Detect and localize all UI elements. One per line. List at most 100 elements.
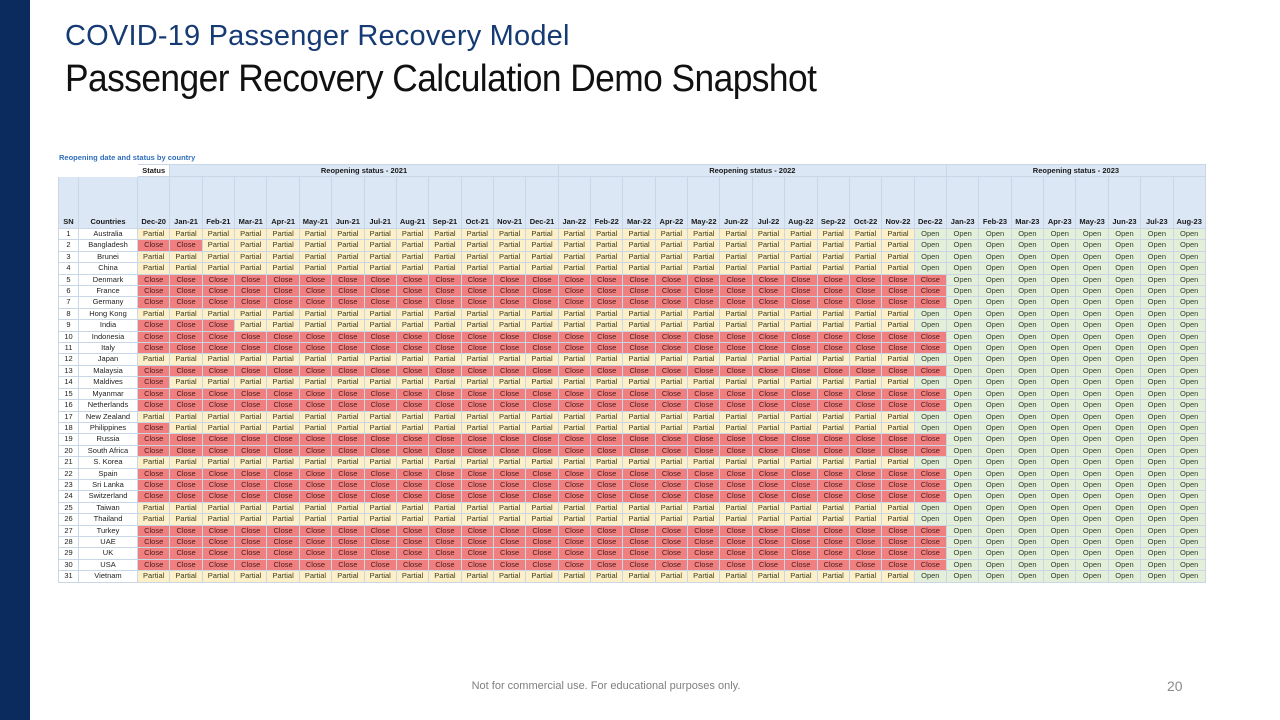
status-cell: Open	[1172, 421, 1206, 435]
status-cell: Open	[913, 353, 947, 366]
status-cell: Close	[395, 364, 430, 378]
status-cell: Open	[1075, 421, 1109, 435]
status-cell: Partial	[201, 376, 236, 389]
status-cell: Partial	[298, 376, 333, 389]
status-cell: Close	[201, 273, 236, 287]
status-cell: Close	[751, 285, 786, 298]
status-cell: Close	[266, 399, 300, 412]
status-cell: Close	[525, 273, 559, 287]
status-cell: Partial	[201, 570, 236, 583]
status-cell: Close	[395, 273, 430, 287]
status-cell: Partial	[848, 319, 883, 332]
status-cell: Partial	[848, 421, 883, 435]
status-cell: Close	[751, 467, 786, 480]
footer-disclaimer: Not for commercial use. For educational …	[471, 680, 741, 692]
table-row: 8 Hong Kong Partial Partial Partial Partial Pa…	[58, 307, 1206, 321]
status-cell: Partial	[201, 456, 236, 469]
status-cell: Close	[460, 330, 494, 344]
status-cell: Partial	[136, 250, 171, 264]
status-cell: Close	[784, 535, 818, 549]
status-cell: Partial	[719, 239, 753, 252]
status-cell: Open	[945, 478, 980, 492]
status-cell: Close	[816, 547, 850, 560]
status-cell: Partial	[169, 376, 203, 389]
status-cell: Close	[492, 444, 527, 458]
status-cell: Close	[751, 399, 786, 412]
table-row: 17 New Zealand Partial Partial Partial Partia…	[58, 410, 1206, 423]
status-cell: Close	[492, 285, 527, 298]
status-cell: Partial	[751, 410, 786, 423]
status-cell: Close	[298, 490, 333, 503]
month-header: Jul-21	[363, 176, 397, 229]
status-cell: Close	[687, 433, 721, 446]
status-cell: Partial	[428, 501, 462, 515]
group-header-row: Status Reopening status - 2021 Reopening …	[58, 164, 1206, 177]
status-cell: Open	[1172, 535, 1206, 549]
month-header: Feb-23	[978, 176, 1012, 229]
status-cell: Open	[1010, 535, 1045, 549]
status-cell: Close	[881, 342, 915, 355]
status-cell: Partial	[557, 410, 592, 423]
status-cell: Close	[751, 444, 786, 458]
status-cell: Close	[848, 524, 883, 537]
status-cell: Partial	[492, 570, 527, 583]
status-cell: Close	[331, 467, 365, 480]
status-cell: Open	[1107, 444, 1142, 458]
status-cell: Close	[395, 478, 430, 492]
country-name: Philippines	[78, 421, 138, 435]
status-cell: Open	[978, 433, 1012, 446]
status-cell: Close	[136, 330, 171, 344]
status-cell: Partial	[590, 307, 624, 321]
status-cell: Close	[913, 535, 947, 549]
status-cell: Close	[234, 273, 268, 287]
table-row: 31 Vietnam Partial Partial Partial Partial Par…	[58, 570, 1206, 583]
status-cell: Close	[622, 535, 656, 549]
status-cell: Partial	[784, 250, 818, 264]
status-cell: Close	[719, 273, 753, 287]
country-name: Spain	[78, 467, 138, 480]
status-cell: Open	[945, 353, 980, 366]
status-cell: Close	[331, 399, 365, 412]
table-row: 19 Russia Close Close Close Close Close Close Cl…	[58, 433, 1206, 446]
status-cell: Open	[1043, 547, 1077, 560]
status-cell: Close	[298, 535, 333, 549]
status-cell: Open	[978, 285, 1012, 298]
status-cell: Partial	[816, 421, 850, 435]
month-header: Oct-21	[460, 176, 494, 229]
status-cell: Open	[1172, 558, 1206, 572]
status-cell: Close	[557, 387, 592, 401]
status-cell: Open	[1010, 387, 1045, 401]
status-cell: Partial	[298, 239, 333, 252]
status-cell: Partial	[169, 353, 203, 366]
status-cell: Open	[1043, 285, 1077, 298]
status-cell: Close	[784, 342, 818, 355]
status-cell: Open	[945, 262, 980, 275]
status-cell: Partial	[492, 421, 527, 435]
status-cell: Close	[266, 387, 300, 401]
month-header: Apr-21	[266, 176, 300, 229]
status-cell: Partial	[622, 570, 656, 583]
status-cell: Partial	[460, 456, 494, 469]
status-cell: Close	[266, 273, 300, 287]
row-number: 19	[58, 433, 79, 446]
status-cell: Partial	[234, 501, 268, 515]
status-cell: Partial	[169, 250, 203, 264]
status-cell: Open	[1075, 387, 1109, 401]
status-cell: Partial	[395, 353, 430, 366]
status-cell: Close	[687, 535, 721, 549]
month-header: Dec-22	[913, 176, 947, 229]
status-cell: Open	[1075, 262, 1109, 275]
status-cell: Partial	[751, 239, 786, 252]
status-cell: Open	[1172, 399, 1206, 412]
status-cell: Open	[1107, 250, 1142, 264]
status-cell: Close	[816, 387, 850, 401]
status-cell: Partial	[751, 262, 786, 275]
status-cell: Close	[913, 547, 947, 560]
status-cell: Partial	[784, 239, 818, 252]
status-cell: Close	[525, 490, 559, 503]
status-cell: Partial	[881, 410, 915, 423]
status-cell: Close	[590, 547, 624, 560]
status-cell: Partial	[687, 410, 721, 423]
status-cell: Partial	[590, 570, 624, 583]
status-cell: Close	[622, 467, 656, 480]
